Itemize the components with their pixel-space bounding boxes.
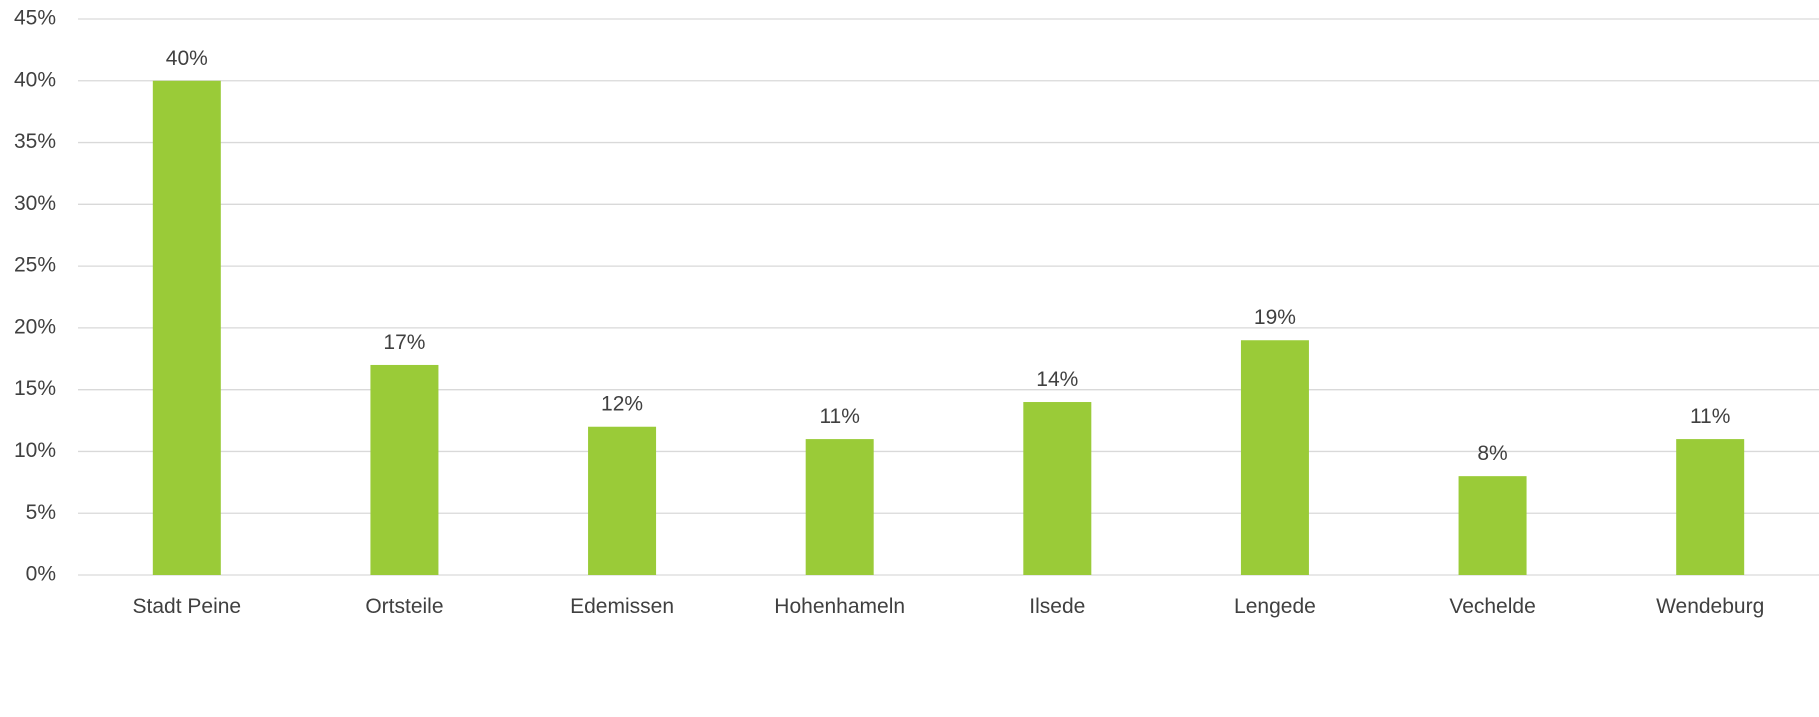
bar (805, 439, 874, 575)
category-label: Vechelde (1449, 595, 1535, 618)
y-tick-label: 5% (26, 501, 56, 524)
y-tick-label: 15% (14, 377, 56, 400)
category-label: Stadt Peine (133, 595, 242, 618)
y-tick-label: 10% (14, 439, 56, 462)
y-tick-label: 25% (14, 254, 56, 277)
data-label: 8% (1477, 442, 1507, 465)
data-label: 17% (383, 331, 425, 354)
category-label: Ortsteile (365, 595, 443, 618)
y-tick-label: 30% (14, 192, 56, 215)
data-label: 40% (166, 47, 208, 70)
data-label: 14% (1036, 368, 1078, 391)
y-axis-tick-labels: 0% 5% 10% 15% 20% 25% 30% 35% 40% 45% (14, 7, 56, 586)
bar (1458, 476, 1527, 575)
category-label: Wendeburg (1656, 595, 1764, 618)
category-label: Lengede (1234, 595, 1316, 618)
bar (152, 80, 221, 576)
bar (1240, 340, 1309, 575)
x-axis-category-labels: Stadt Peine Ortsteile Edemissen Hohenhameln… (133, 595, 1765, 618)
data-label: 12% (601, 393, 643, 416)
bar (1023, 402, 1092, 575)
gridlines (78, 18, 1819, 576)
y-tick-label: 40% (14, 68, 56, 91)
y-tick-label: 0% (26, 563, 56, 586)
data-label: 11% (1690, 405, 1730, 428)
category-label: Edemissen (570, 595, 674, 618)
y-tick-label: 45% (14, 7, 56, 30)
category-label: Hohenhameln (774, 595, 905, 618)
y-tick-label: 35% (14, 130, 56, 153)
y-tick-label: 20% (14, 315, 56, 338)
data-label: 19% (1254, 306, 1296, 329)
category-label: Ilsede (1029, 595, 1085, 618)
bars (152, 80, 1745, 576)
data-label: 11% (819, 405, 859, 428)
bar (370, 364, 439, 575)
bar (1676, 439, 1745, 575)
data-labels: 40% 17% 12% 11% 14% 19% 8% 11% (166, 47, 1731, 465)
bar (588, 426, 657, 575)
